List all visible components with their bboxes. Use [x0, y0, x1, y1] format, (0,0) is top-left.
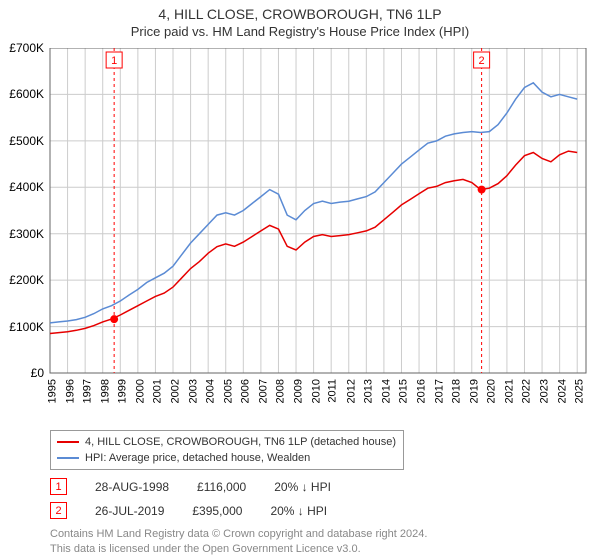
ytick: £600K: [0, 87, 44, 101]
footer-line2: This data is licensed under the Open Gov…: [50, 542, 427, 556]
ytick: £400K: [0, 180, 44, 194]
legend: 4, HILL CLOSE, CROWBOROUGH, TN6 1LP (det…: [50, 430, 404, 470]
sale-row-2: 2 26-JUL-2019 £395,000 20% ↓ HPI: [50, 502, 327, 519]
ytick: £0: [0, 366, 44, 380]
legend-swatch-price: [57, 441, 79, 443]
sale-row-1: 1 28-AUG-1998 £116,000 20% ↓ HPI: [50, 478, 331, 495]
chart-titles: 4, HILL CLOSE, CROWBOROUGH, TN6 1LP Pric…: [0, 0, 600, 39]
sale-marker-2: 2: [50, 502, 67, 519]
plot-area: 12 £0£100K£200K£300K£400K£500K£600K£700K…: [0, 48, 600, 422]
legend-label-hpi: HPI: Average price, detached house, Weal…: [85, 452, 310, 464]
sale-delta-1: 20% ↓ HPI: [274, 480, 331, 494]
ytick: £100K: [0, 320, 44, 334]
svg-text:2: 2: [479, 55, 485, 67]
sale-delta-2: 20% ↓ HPI: [270, 504, 327, 518]
ytick: £500K: [0, 134, 44, 148]
ytick: £300K: [0, 227, 44, 241]
sale-marker-1: 1: [50, 478, 67, 495]
sale-price-2: £395,000: [192, 504, 242, 518]
title-address: 4, HILL CLOSE, CROWBOROUGH, TN6 1LP: [0, 6, 600, 22]
title-subtitle: Price paid vs. HM Land Registry's House …: [0, 24, 600, 39]
chart-svg: 12: [0, 48, 600, 422]
sale-date-1: 28-AUG-1998: [95, 480, 169, 494]
footer: Contains HM Land Registry data © Crown c…: [50, 527, 427, 556]
sale-price-1: £116,000: [197, 480, 246, 494]
ytick: £700K: [0, 41, 44, 55]
footer-line1: Contains HM Land Registry data © Crown c…: [50, 527, 427, 541]
xtick: 2025: [574, 379, 600, 403]
legend-swatch-hpi: [57, 457, 79, 459]
svg-text:1: 1: [111, 55, 117, 67]
legend-item-hpi: HPI: Average price, detached house, Weal…: [57, 450, 397, 466]
sale-date-2: 26-JUL-2019: [95, 504, 164, 518]
legend-label-price: 4, HILL CLOSE, CROWBOROUGH, TN6 1LP (det…: [85, 436, 396, 448]
ytick: £200K: [0, 273, 44, 287]
legend-item-price: 4, HILL CLOSE, CROWBOROUGH, TN6 1LP (det…: [57, 434, 397, 450]
